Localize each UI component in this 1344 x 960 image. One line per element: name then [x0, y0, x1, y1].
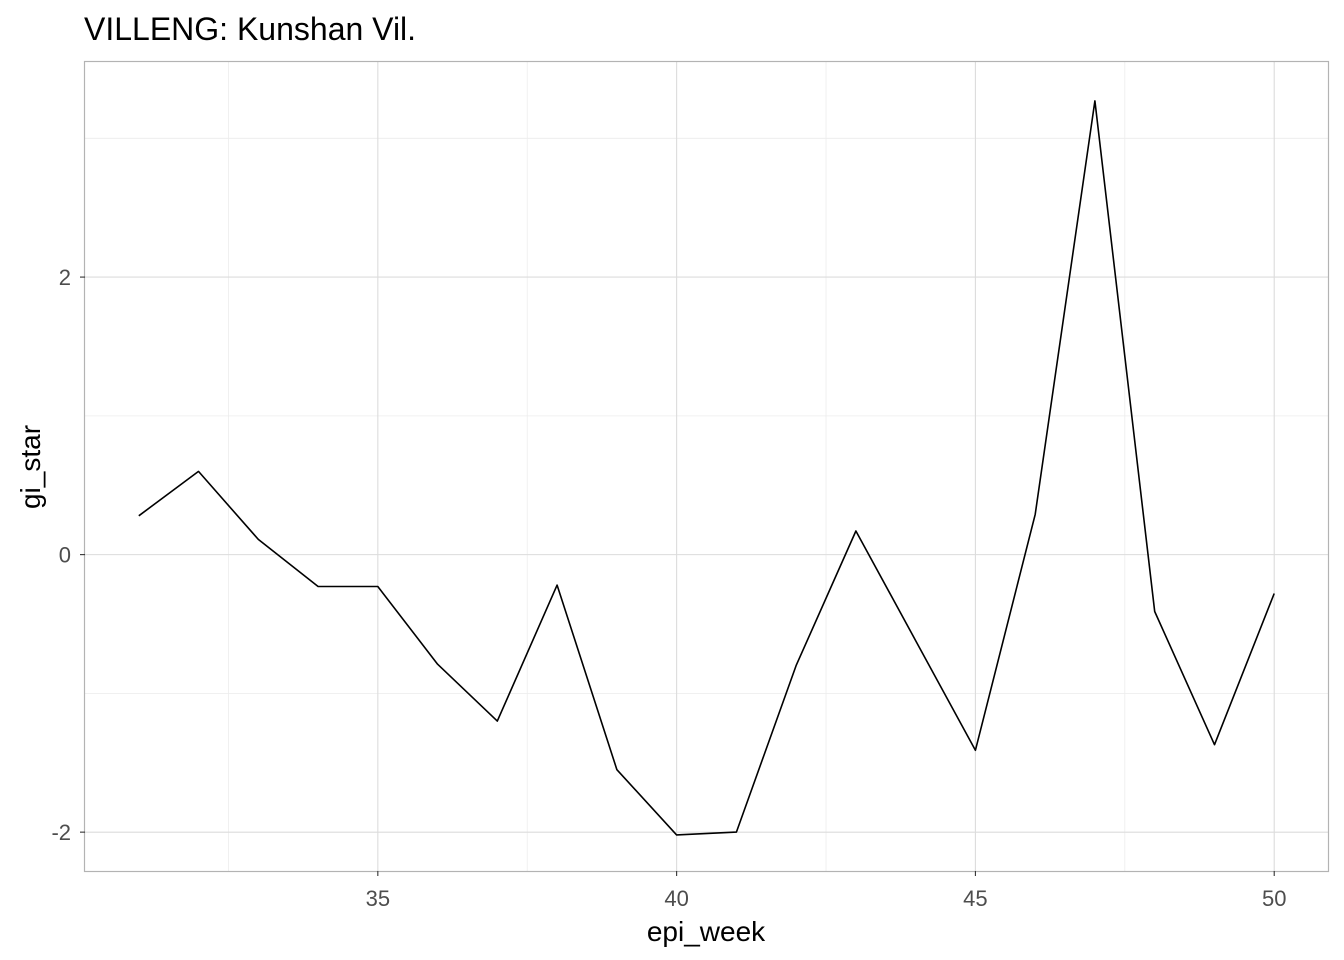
y-axis-title: gi_star — [15, 425, 46, 509]
y-tick-label: 2 — [59, 265, 71, 290]
x-tick-label: 35 — [366, 886, 390, 911]
x-tick-label: 45 — [963, 886, 987, 911]
x-axis-title: epi_week — [647, 916, 766, 947]
y-tick-label: -2 — [51, 820, 71, 845]
plot-panel — [83, 60, 1330, 873]
y-tick-label: 0 — [59, 543, 71, 568]
chart-title: VILLENG: Kunshan Vil. — [84, 11, 416, 47]
x-tick-label: 50 — [1262, 886, 1286, 911]
axis-ticks: 35 40 45 50 -2 0 2 — [51, 265, 1286, 911]
plot-grid — [85, 62, 1328, 871]
x-tick-label: 40 — [664, 886, 688, 911]
series-line — [138, 100, 1275, 836]
